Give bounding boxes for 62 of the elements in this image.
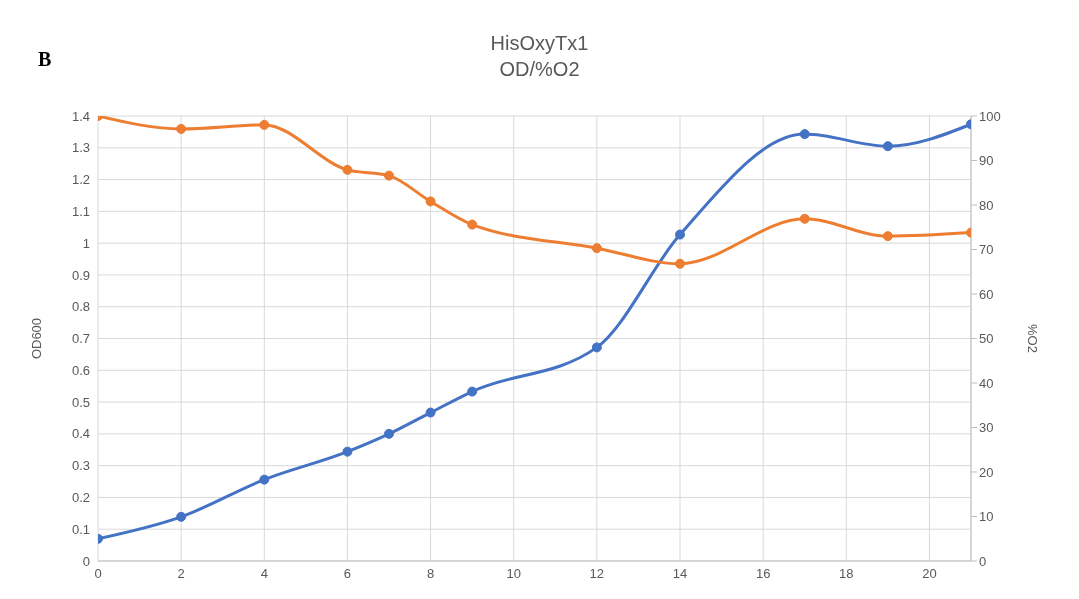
point — [675, 229, 685, 240]
y2-axis-title: %O2 — [1025, 324, 1041, 353]
point — [882, 141, 893, 152]
y2-tick-label: 0 — [979, 553, 987, 569]
y2-tick-label: 20 — [979, 464, 994, 480]
point — [882, 231, 893, 242]
point — [425, 196, 436, 207]
x-tick-label: 4 — [260, 566, 268, 582]
y-tick-label: 1.2 — [71, 172, 90, 188]
x-tick-label: 12 — [589, 566, 605, 582]
y2-tick-label: 70 — [979, 242, 994, 258]
y2-tick-label: 80 — [979, 197, 994, 213]
text: B — [38, 48, 52, 71]
x-tick-label: 10 — [506, 566, 521, 582]
point — [591, 243, 602, 254]
y-tick-label: 1 — [82, 235, 90, 251]
point — [384, 428, 394, 439]
point — [176, 123, 187, 134]
x-tick-label: 0 — [94, 566, 102, 582]
y-tick-label: 0.8 — [71, 299, 90, 315]
point — [467, 219, 478, 230]
x-tick-label: 20 — [922, 566, 937, 582]
x-tick-label: 8 — [426, 566, 435, 582]
x-tick-label: 2 — [177, 566, 185, 582]
y-tick-label: 0.4 — [71, 426, 90, 442]
x-tick-label: 6 — [343, 566, 352, 582]
y2-tick-label: 100 — [979, 108, 1001, 124]
point — [675, 258, 685, 269]
point — [799, 213, 810, 224]
y-tick-label: 1.3 — [71, 140, 90, 156]
y-tick-label: 0.7 — [71, 331, 90, 347]
y-tick-label: 0.5 — [71, 394, 90, 410]
x-tick-label: 18 — [839, 566, 854, 582]
point — [425, 407, 436, 418]
chart-subtitle: OD/%O2 — [499, 58, 580, 80]
y-tick-label: 0.9 — [71, 267, 90, 283]
point — [384, 170, 394, 181]
y2-tick-label: 40 — [979, 375, 994, 391]
point — [176, 511, 187, 522]
y2-tick-label: 60 — [979, 286, 994, 302]
y-tick-label: 0.3 — [71, 458, 90, 474]
y2-tick-label: 90 — [979, 153, 994, 169]
y-tick-label: 0 — [82, 553, 90, 569]
point — [259, 119, 270, 130]
point — [591, 342, 602, 353]
y2-tick-label: 50 — [979, 331, 994, 347]
point — [467, 386, 478, 397]
y-tick-label: 1.1 — [71, 203, 90, 219]
y-tick-label: 0.1 — [71, 521, 90, 537]
x-tick-label: 16 — [755, 566, 771, 582]
y-tick-label: 0.6 — [71, 362, 90, 378]
point — [342, 446, 353, 457]
point — [259, 474, 270, 485]
point — [342, 164, 353, 175]
x-tick-label: 14 — [672, 566, 688, 582]
y2-tick-label: 30 — [979, 420, 994, 436]
y-tick-label: 0.2 — [71, 490, 90, 506]
chart-title: HisOxyTx1 — [490, 32, 589, 54]
y2-tick-label: 10 — [979, 509, 994, 525]
y-axis-title: OD600 — [28, 317, 44, 360]
y-tick-label: 1.4 — [71, 108, 90, 124]
point — [799, 129, 810, 140]
